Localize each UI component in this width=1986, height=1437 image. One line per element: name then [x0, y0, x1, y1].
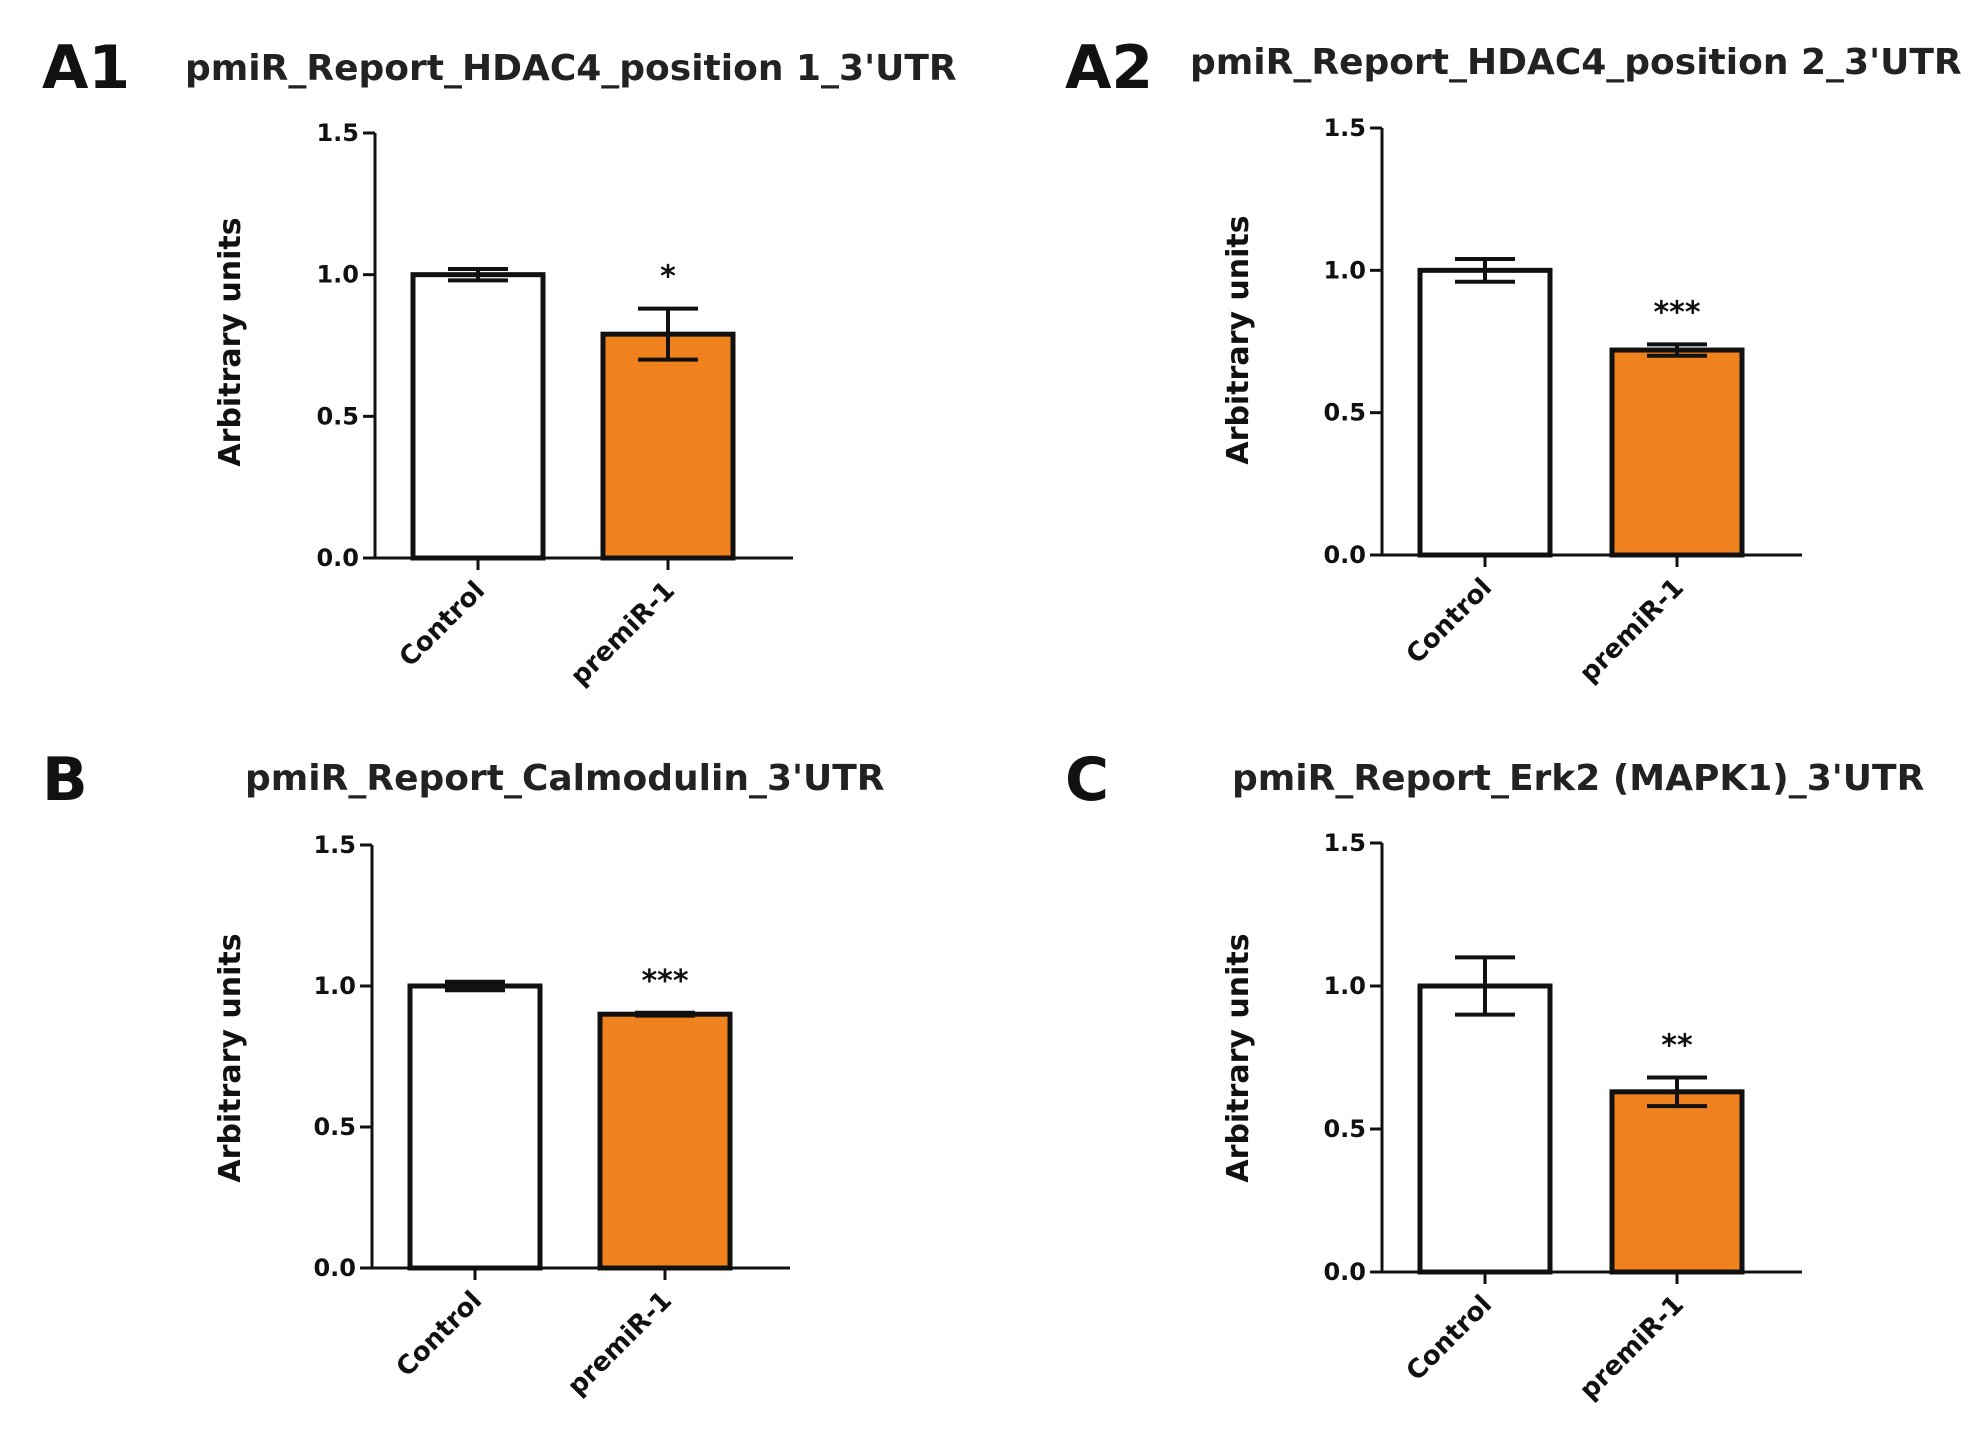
bar [1417, 983, 1553, 1275]
significance-marker: *** [641, 964, 688, 999]
chart-title: pmiR_Report_HDAC4_position 2_3'UTR [1190, 42, 1962, 83]
panel-b: B pmiR_Report_Calmodulin_3'UTR Arbitrary… [42, 745, 885, 1402]
chart-title: pmiR_Report_Erk2 (MAPK1)_3'UTR [1232, 758, 1924, 799]
y-tick-label: 1.0 [313, 972, 356, 1000]
plot-area: 0.0 0.5 1.0 1.5 Control premiR-1 *** [313, 831, 790, 1402]
bar [1609, 1089, 1745, 1275]
y-axis-label: Arbitrary units [1221, 933, 1256, 1182]
y-tick-label: 1.0 [1323, 972, 1366, 1000]
x-tick-label: Control [391, 1286, 488, 1383]
panel-letter: C [1065, 745, 1109, 815]
panel-letter: B [42, 745, 88, 815]
plot-area: 0.0 0.5 1.0 1.5 Control premiR-1 *** [1323, 114, 1802, 689]
x-tick-label: Control [1401, 1290, 1498, 1387]
significance-marker: ** [1661, 1029, 1693, 1064]
x-tick-label: Control [1401, 573, 1498, 670]
y-tick-label: 1.0 [316, 261, 359, 289]
y-tick-label: 1.5 [313, 831, 356, 859]
panel-a1: A1 pmiR_Report_HDAC4_position 1_3'UTR Ar… [42, 33, 957, 692]
y-axis-label: Arbitrary units [213, 217, 248, 466]
panel-letter: A1 [42, 33, 130, 103]
significance-marker: *** [1653, 295, 1700, 330]
chart-title: pmiR_Report_HDAC4_position 1_3'UTR [185, 48, 957, 89]
panel-a2: A2 pmiR_Report_HDAC4_position 2_3'UTR Ar… [1065, 33, 1962, 689]
significance-marker: * [660, 260, 676, 295]
y-axis-label: Arbitrary units [1221, 215, 1256, 464]
plot-area: 0.0 0.5 1.0 1.5 Control premiR-1 * [316, 119, 793, 692]
chart-title: pmiR_Report_Calmodulin_3'UTR [245, 758, 885, 799]
x-tick-label: premiR-1 [562, 1286, 678, 1402]
plot-area: 0.0 0.5 1.0 1.5 Control premiR-1 ** [1323, 829, 1802, 1406]
x-tick-label: premiR-1 [565, 576, 681, 692]
x-tick-label: Control [394, 576, 491, 673]
x-tick-label: premiR-1 [1574, 573, 1690, 689]
y-tick-label: 0.0 [313, 1254, 356, 1282]
bar [410, 272, 546, 561]
bar [1417, 267, 1553, 558]
y-axis-label: Arbitrary units [213, 933, 248, 1182]
y-tick-label: 0.0 [1323, 541, 1366, 569]
y-tick-label: 1.5 [1323, 829, 1366, 857]
y-tick-label: 0.0 [1323, 1258, 1366, 1286]
y-tick-label: 1.0 [1323, 256, 1366, 284]
y-tick-label: 1.5 [1323, 114, 1366, 142]
panel-letter: A2 [1065, 33, 1153, 103]
bar [600, 331, 736, 561]
bar [1609, 347, 1745, 558]
bar [597, 1011, 733, 1271]
y-tick-label: 0.5 [316, 402, 359, 430]
y-tick-label: 0.0 [316, 544, 359, 572]
y-tick-label: 0.5 [313, 1113, 356, 1141]
panel-c: C pmiR_Report_Erk2 (MAPK1)_3'UTR Arbitra… [1065, 745, 1924, 1406]
x-tick-label: premiR-1 [1574, 1290, 1690, 1406]
y-tick-label: 0.5 [1323, 399, 1366, 427]
bar [407, 983, 543, 1271]
y-tick-label: 1.5 [316, 119, 359, 147]
y-tick-label: 0.5 [1323, 1115, 1366, 1143]
